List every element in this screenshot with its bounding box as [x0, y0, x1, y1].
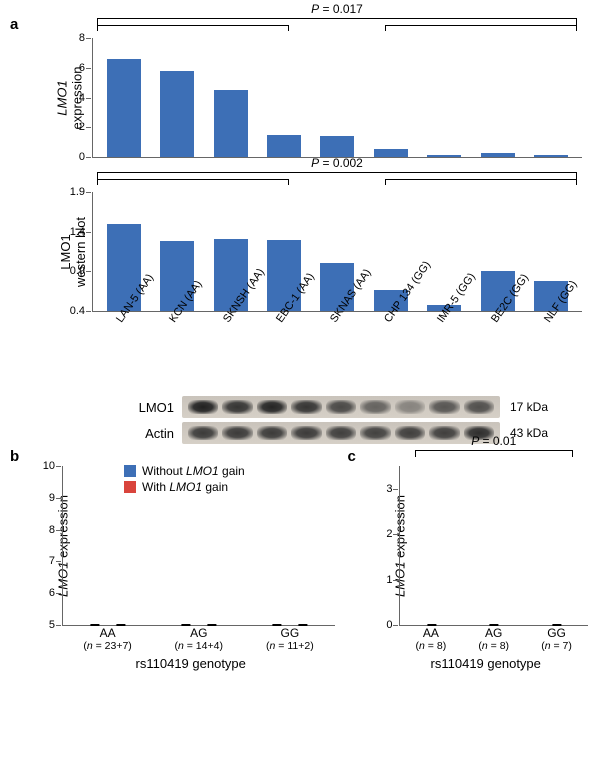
plot-area: 02468 [92, 38, 582, 158]
x-axis-title: rs110419 genotype [379, 656, 592, 671]
blot-band [188, 400, 218, 414]
y-tick: 0.4 [57, 305, 85, 317]
y-tick: 0 [57, 151, 85, 163]
y-tick: 9 [27, 492, 55, 504]
p-text: P = 0.017 [311, 2, 363, 16]
panel-c: c LMO1 expression P = 0.01 0123 AA(n = 8… [349, 452, 592, 671]
y-tick: 2 [364, 528, 392, 540]
y-tick: 8 [27, 524, 55, 536]
blot-band [188, 426, 218, 440]
blot-band [360, 400, 390, 414]
bar [267, 135, 301, 157]
panel-c-tag: c [347, 448, 355, 465]
x-category: GG(n = 11+2) [244, 626, 335, 652]
y-tick: 4 [57, 92, 85, 104]
y-tick: 2 [57, 121, 85, 133]
bar [107, 59, 141, 157]
y-tick: 0 [364, 619, 392, 631]
bar [214, 90, 248, 157]
y-tick: 0.9 [57, 265, 85, 277]
y-tick: 1.4 [57, 226, 85, 238]
y-tick: 1 [364, 574, 392, 586]
x-labels: LAN-5 (AA)KCN (AA)SKNSH (AA)EBC-1 (AA)SK… [92, 312, 582, 392]
blot-band [326, 426, 356, 440]
blot-band [222, 400, 252, 414]
p-text: P = 0.01 [471, 434, 516, 448]
panel-a-top-chart: LMO1 expression P = 0.017 02468 [92, 38, 582, 158]
y-tick: 1.9 [57, 186, 85, 198]
blot-band [257, 426, 287, 440]
bar [534, 155, 568, 157]
blot-band [464, 400, 494, 414]
x-categories: AA(n = 23+7)AG(n = 14+4)GG(n = 11+2) [62, 626, 335, 652]
blot-band [291, 426, 321, 440]
blot-band [326, 400, 356, 414]
y-tick: 7 [27, 555, 55, 567]
blot-band [395, 400, 425, 414]
blot-band [429, 426, 459, 440]
p-text: P = 0.002 [311, 156, 363, 170]
panel-c-chart: LMO1 expression P = 0.01 0123 [399, 466, 588, 626]
panel-b-chart: LMO1 expression Without LMO1 gain With L… [62, 466, 335, 626]
x-category: AG(n = 14+4) [153, 626, 244, 652]
p-bracket [97, 172, 577, 179]
y-tick: 3 [364, 483, 392, 495]
x-axis-title: rs110419 genotype [42, 656, 339, 671]
y-tick: 5 [27, 619, 55, 631]
blot-band [222, 426, 252, 440]
blot-band [429, 400, 459, 414]
y-tick: 6 [27, 587, 55, 599]
y-tick: 6 [57, 62, 85, 74]
y-tick: 8 [57, 32, 85, 44]
bar [374, 149, 408, 157]
x-category: AG(n = 8) [462, 626, 525, 652]
bar [427, 155, 461, 157]
bar [481, 153, 515, 157]
blot-band [360, 426, 390, 440]
blot-band [257, 400, 287, 414]
x-category: AA(n = 8) [399, 626, 462, 652]
blot-band [395, 426, 425, 440]
y-tick: 10 [27, 460, 55, 472]
blot-band [291, 400, 321, 414]
bar [160, 71, 194, 157]
blot-row-lmo1: LMO1 17 kDa [118, 396, 548, 418]
panel-a: a LMO1 expression P = 0.017 02468 LMO1 w… [12, 12, 592, 444]
panel-b: b LMO1 expression Without LMO1 gain With… [12, 452, 339, 671]
panel-b-tag: b [10, 448, 19, 465]
bar [320, 136, 354, 157]
x-categories: AA(n = 8)AG(n = 8)GG(n = 7) [399, 626, 588, 652]
x-category: AA(n = 23+7) [62, 626, 153, 652]
panel-a-tag: a [10, 16, 18, 33]
p-bracket [97, 18, 577, 25]
x-category: GG(n = 7) [525, 626, 588, 652]
p-bracket [415, 450, 573, 457]
